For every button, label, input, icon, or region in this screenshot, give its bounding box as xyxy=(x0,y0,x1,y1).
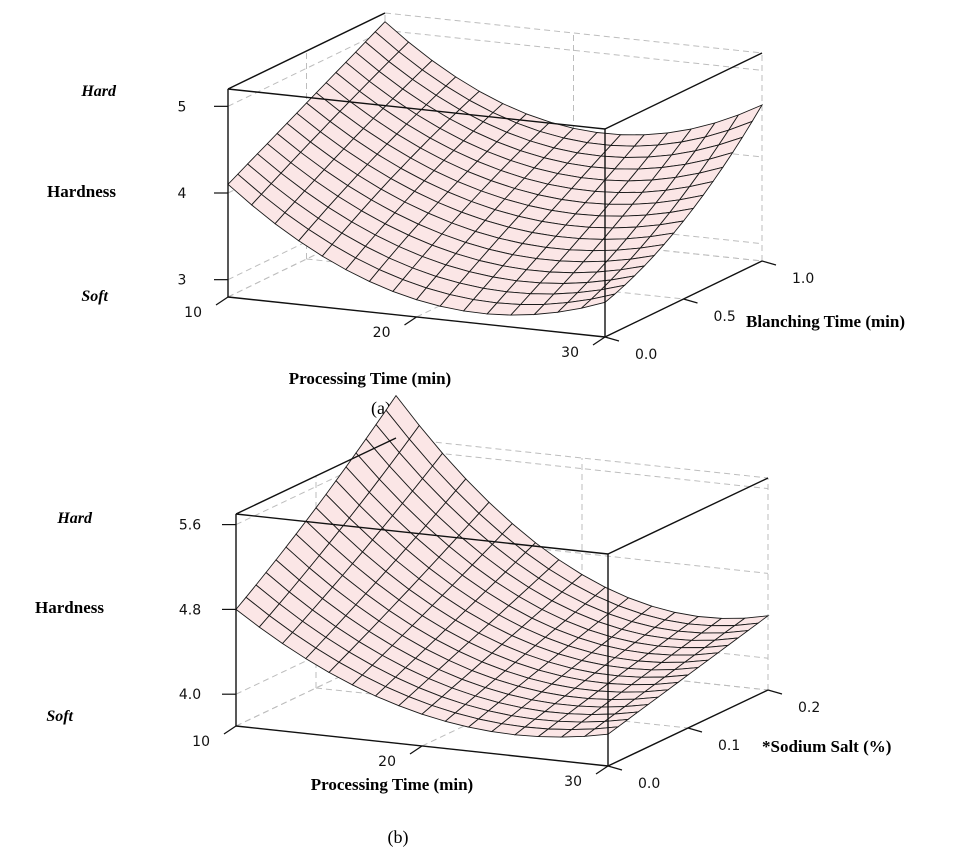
front-box-edge xyxy=(604,52,763,130)
x-tick-mark xyxy=(404,316,417,326)
front-box-edge xyxy=(235,437,397,515)
y-tick-label: 1.0 xyxy=(792,271,814,287)
z-axis-title: Hardness xyxy=(47,182,116,201)
y-tick-mark xyxy=(607,765,623,771)
x-tick-mark xyxy=(592,336,606,346)
z-tick-label: 5 xyxy=(178,99,187,115)
z-axis-title: Hardness xyxy=(35,598,104,617)
y-tick-label: 0.2 xyxy=(798,700,820,716)
front-box-edge xyxy=(607,477,769,555)
y-tick-label: 0.1 xyxy=(718,738,740,754)
panel-b: 4.0 4.8 5.6 10 20 30 0.0 0.1 0.2 Hard Hardness S… xyxy=(35,394,891,848)
x-tick-label: 10 xyxy=(184,305,202,321)
y-tick-mark xyxy=(767,689,783,695)
x-tick-mark xyxy=(215,296,229,306)
z-tick-label: 4 xyxy=(178,186,187,202)
panel-a: 3 4 5 10 20 30 0.0 0.5 1.0 Hard Hardness Soft Pr… xyxy=(47,12,905,419)
back-box-edge xyxy=(395,437,769,479)
y-tick-mark xyxy=(687,727,703,733)
z-tick-label: 4.8 xyxy=(179,602,201,618)
z-axis-low-label: Soft xyxy=(81,288,108,305)
y-axis-title: Blanching Time (min) xyxy=(746,312,905,331)
back-wall-gridline xyxy=(395,448,769,490)
y-tick-mark xyxy=(761,260,777,266)
x-tick-label: 30 xyxy=(564,774,582,790)
front-box-edge xyxy=(235,513,609,555)
y-tick-label: 0.5 xyxy=(714,309,736,325)
x-axis-title: Processing Time (min) xyxy=(311,775,473,794)
y-tick-label: 0.0 xyxy=(635,347,657,363)
back-box-edge xyxy=(384,12,763,54)
x-tick-mark xyxy=(223,725,237,735)
x-tick-label: 20 xyxy=(378,754,396,770)
x-tick-label: 10 xyxy=(192,734,210,750)
surface-facet xyxy=(583,726,620,737)
y-tick-mark xyxy=(683,298,698,304)
z-axis-high-label: Hard xyxy=(56,510,93,527)
x-tick-label: 30 xyxy=(561,345,579,361)
front-box-edge xyxy=(227,88,606,130)
z-axis-high-label: Hard xyxy=(80,83,117,100)
y-tick-mark xyxy=(604,336,620,342)
side-wall-gridline xyxy=(227,29,386,107)
surface-facet xyxy=(581,293,616,309)
x-tick-mark xyxy=(409,745,423,755)
x-tick-label: 20 xyxy=(373,325,391,341)
y-tick-label: 0.0 xyxy=(638,776,660,792)
x-axis-title: Processing Time (min) xyxy=(289,369,451,388)
back-wall-gridline xyxy=(384,29,763,71)
z-tick-label: 5.6 xyxy=(179,518,201,534)
z-tick-label: 3 xyxy=(178,273,187,289)
x-tick-mark xyxy=(595,765,609,775)
front-box-edge xyxy=(227,12,386,90)
z-axis-low-label: Soft xyxy=(46,708,73,725)
z-tick-label: 4.0 xyxy=(179,687,201,703)
y-axis-title: *Sodium Salt (%) xyxy=(762,737,891,756)
panel-caption: (b) xyxy=(388,827,409,848)
